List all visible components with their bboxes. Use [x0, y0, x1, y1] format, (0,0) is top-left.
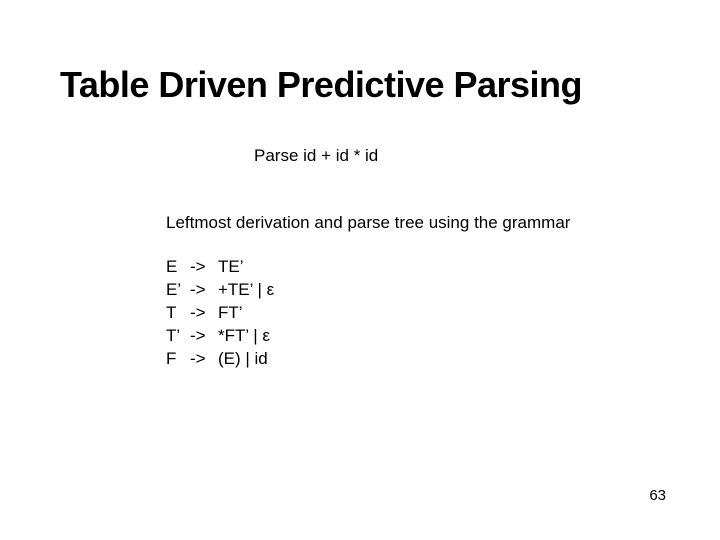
grammar-rule: T -> FT’	[166, 302, 274, 325]
grammar-arrow: ->	[190, 256, 218, 279]
grammar-rhs: (E) | id	[218, 348, 268, 371]
grammar-arrow: ->	[190, 325, 218, 348]
grammar-lhs: E	[166, 256, 190, 279]
grammar-rule: E’ -> +TE’ | ε	[166, 279, 274, 302]
grammar-arrow: ->	[190, 302, 218, 325]
grammar-rhs: +TE’ | ε	[218, 279, 274, 302]
grammar-lhs: E’	[166, 279, 190, 302]
grammar-rhs: TE’	[218, 256, 244, 279]
grammar-block: E -> TE’ E’ -> +TE’ | ε T -> FT’ T’ -> *…	[166, 256, 274, 371]
slide: Table Driven Predictive Parsing Parse id…	[0, 0, 720, 540]
parse-expression: Parse id + id * id	[254, 146, 378, 166]
grammar-lhs: T’	[166, 325, 190, 348]
grammar-rhs: *FT’ | ε	[218, 325, 270, 348]
grammar-rule: T’ -> *FT’ | ε	[166, 325, 274, 348]
derivation-description: Leftmost derivation and parse tree using…	[166, 213, 570, 233]
grammar-lhs: T	[166, 302, 190, 325]
grammar-lhs: F	[166, 348, 190, 371]
grammar-rhs: FT’	[218, 302, 243, 325]
grammar-arrow: ->	[190, 348, 218, 371]
grammar-rule: E -> TE’	[166, 256, 274, 279]
page-number: 63	[649, 487, 666, 504]
slide-title: Table Driven Predictive Parsing	[60, 64, 582, 106]
grammar-arrow: ->	[190, 279, 218, 302]
grammar-rule: F -> (E) | id	[166, 348, 274, 371]
